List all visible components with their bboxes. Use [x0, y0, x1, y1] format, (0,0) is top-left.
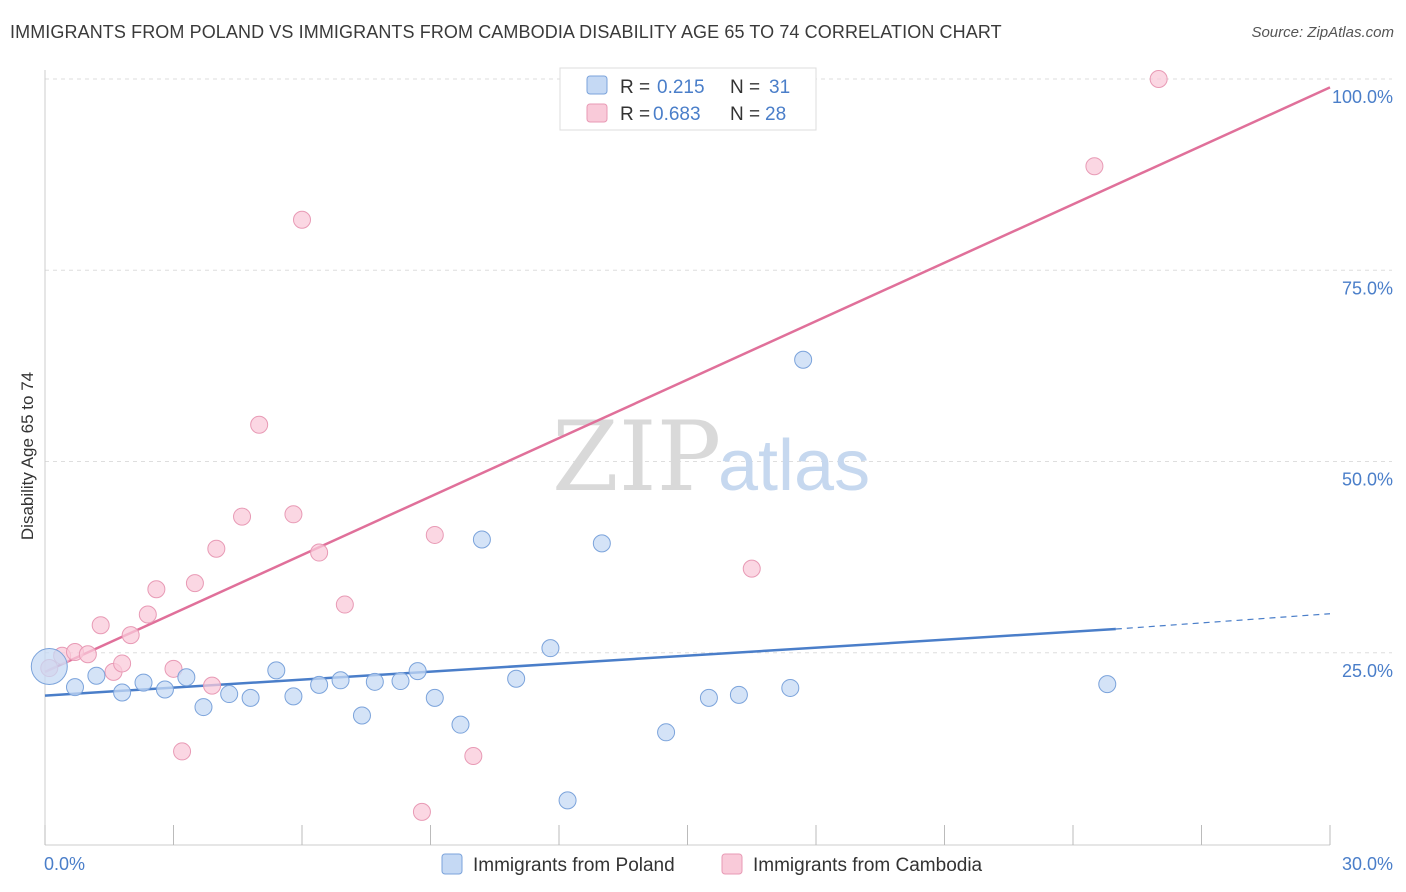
poland-point — [30, 648, 68, 686]
poland-point — [507, 669, 526, 688]
watermark-atlas: atlas — [718, 426, 870, 506]
cambodia-point — [147, 580, 166, 599]
y-tick-label: 25.0% — [1342, 661, 1393, 681]
poland-swatch — [586, 75, 608, 95]
cambodia-n-label: N = — [730, 104, 760, 125]
poland-n-label: N = — [730, 77, 760, 98]
cambodia-point — [250, 415, 269, 434]
poland-point — [781, 678, 800, 697]
poland-point — [284, 687, 303, 706]
poland-point — [592, 534, 611, 553]
poland-point — [267, 661, 286, 680]
poland-r-value: 0.215 — [657, 77, 705, 98]
y-tick-label: 50.0% — [1342, 470, 1393, 490]
legend-poland-label: Immigrants from Poland — [473, 855, 675, 876]
x-tick-label: 0.0% — [44, 854, 85, 874]
tick-labels: 25.0% 50.0% 75.0% 100.0% 0.0% 30.0% — [44, 87, 1393, 874]
poland-point — [729, 685, 748, 704]
cambodia-point — [412, 802, 431, 821]
cambodia-point — [1085, 157, 1104, 176]
cambodia-point — [203, 676, 222, 695]
cambodia-n-value: 28 — [765, 104, 786, 125]
poland-point — [391, 672, 410, 691]
series-legend: Immigrants from Poland Immigrants from C… — [441, 853, 983, 876]
cambodia-point — [335, 595, 354, 614]
poland-point — [87, 666, 106, 685]
poland-point — [352, 706, 371, 725]
poland-point — [699, 688, 718, 707]
poland-point — [194, 698, 213, 717]
cambodia-point — [164, 659, 183, 678]
cambodia-point — [310, 543, 329, 562]
poland-point — [1098, 675, 1117, 694]
poland-point — [134, 673, 153, 692]
poland-r-label: R = — [620, 77, 650, 98]
cambodia-point — [138, 605, 157, 624]
poland-point — [365, 672, 384, 691]
cambodia-r-label: R = — [620, 104, 650, 125]
cambodia-point — [113, 654, 132, 673]
legend-cambodia-swatch — [721, 853, 743, 875]
legend-poland-swatch — [441, 853, 463, 875]
poland-point — [310, 675, 329, 694]
poland-n-value: 31 — [769, 77, 790, 98]
chart-title: IMMIGRANTS FROM POLAND VS IMMIGRANTS FRO… — [10, 22, 1002, 42]
cambodia-point — [293, 210, 311, 229]
cambodia-trend-line — [44, 86, 1331, 674]
cambodia-point — [742, 559, 761, 578]
watermark: ZIP atlas — [552, 401, 870, 513]
poland-point — [451, 715, 470, 734]
cambodia-point — [233, 507, 252, 526]
poland-point — [113, 683, 132, 702]
poland-point — [177, 668, 196, 687]
poland-point — [794, 350, 813, 369]
poland-point — [541, 639, 560, 658]
poland-trend-line — [44, 627, 1116, 697]
poland-point — [220, 685, 239, 704]
y-tick-label: 100.0% — [1332, 87, 1393, 107]
cambodia-r-value: 0.683 — [653, 104, 701, 125]
cambodia-point — [425, 525, 444, 544]
cambodia-point — [207, 539, 226, 558]
y-tick-label: 75.0% — [1342, 278, 1393, 298]
poland-trend-extension — [1115, 613, 1331, 630]
stats-legend: R = 0.215 N = 31 R = 0.683 N = 28 — [559, 67, 817, 131]
watermark-zip: ZIP — [552, 401, 721, 513]
cambodia-point — [91, 616, 110, 635]
source-label: Source: ZipAtlas.com — [1251, 24, 1394, 41]
trend-lines — [44, 86, 1331, 697]
poland-point — [331, 671, 350, 690]
legend-cambodia-label: Immigrants from Cambodia — [753, 855, 983, 876]
poland-point — [241, 688, 260, 707]
poland-point — [155, 680, 174, 699]
axes — [44, 70, 1331, 846]
cambodia-point — [1149, 70, 1168, 88]
poland-point — [408, 662, 427, 681]
data-points — [30, 70, 1168, 821]
cambodia-point — [173, 742, 192, 761]
poland-point — [472, 530, 491, 549]
poland-point — [425, 688, 444, 707]
x-tick-label: 30.0% — [1342, 854, 1393, 874]
cambodia-point — [464, 747, 483, 766]
cambodia-swatch — [586, 103, 608, 123]
cambodia-point — [121, 626, 140, 645]
cambodia-point — [78, 645, 97, 664]
cambodia-point — [185, 574, 204, 593]
poland-point — [657, 723, 676, 742]
cambodia-point — [284, 505, 303, 524]
poland-point — [65, 678, 84, 697]
poland-point — [558, 791, 577, 810]
